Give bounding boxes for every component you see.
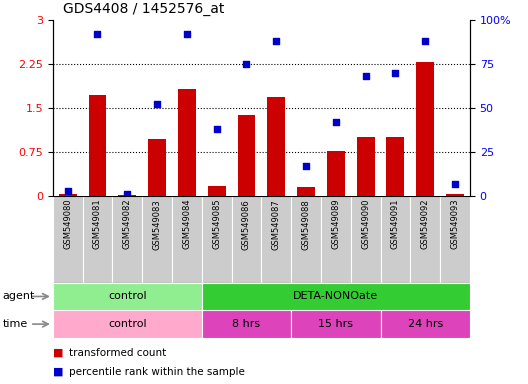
Bar — [321, 196, 351, 283]
Bar — [82, 196, 112, 283]
Bar — [351, 196, 381, 283]
Bar — [357, 137, 374, 196]
Point — [63, 188, 72, 194]
Text: 8 hrs: 8 hrs — [232, 319, 260, 329]
Text: GSM549092: GSM549092 — [421, 199, 430, 249]
Bar — [59, 194, 77, 196]
Text: control: control — [108, 291, 147, 301]
Point — [332, 119, 340, 125]
Bar — [327, 151, 345, 196]
Bar — [267, 97, 285, 196]
Bar — [386, 137, 404, 196]
Bar — [416, 62, 434, 196]
Bar — [410, 196, 440, 283]
Bar — [291, 310, 381, 338]
Bar — [142, 196, 172, 283]
Text: GDS4408 / 1452576_at: GDS4408 / 1452576_at — [63, 2, 225, 16]
Bar — [172, 196, 202, 283]
Bar — [89, 95, 107, 196]
Point — [93, 31, 102, 37]
Point — [451, 181, 459, 187]
Text: ■: ■ — [53, 348, 63, 358]
Bar — [148, 139, 166, 196]
Bar — [53, 283, 202, 310]
Text: control: control — [108, 319, 147, 329]
Bar — [381, 310, 470, 338]
Bar — [238, 115, 256, 196]
Point — [302, 163, 310, 169]
Text: GSM549093: GSM549093 — [450, 199, 459, 250]
Bar — [202, 283, 470, 310]
Bar — [53, 310, 202, 338]
Text: GSM549089: GSM549089 — [332, 199, 341, 250]
Bar — [232, 196, 261, 283]
Bar — [440, 196, 470, 283]
Text: ■: ■ — [53, 367, 63, 377]
Text: 15 hrs: 15 hrs — [318, 319, 353, 329]
Point — [391, 70, 400, 76]
Bar — [291, 196, 321, 283]
Bar — [53, 196, 82, 283]
Bar — [381, 196, 410, 283]
Point — [212, 126, 221, 132]
Point — [153, 101, 162, 108]
Bar — [208, 185, 225, 196]
Text: GSM549083: GSM549083 — [153, 199, 162, 250]
Text: GSM549087: GSM549087 — [272, 199, 281, 250]
Text: agent: agent — [3, 291, 35, 301]
Point — [242, 61, 251, 67]
Text: GSM549080: GSM549080 — [63, 199, 72, 250]
Bar — [446, 194, 464, 196]
Point — [183, 31, 191, 37]
Text: GSM549084: GSM549084 — [182, 199, 191, 250]
Text: GSM549082: GSM549082 — [123, 199, 132, 250]
Point — [123, 191, 131, 197]
Point — [272, 38, 280, 44]
Text: GSM549086: GSM549086 — [242, 199, 251, 250]
Point — [361, 73, 370, 79]
Text: 24 hrs: 24 hrs — [408, 319, 443, 329]
Bar — [261, 196, 291, 283]
Bar — [178, 89, 196, 196]
Bar — [202, 310, 291, 338]
Bar — [112, 196, 142, 283]
Text: GSM549090: GSM549090 — [361, 199, 370, 249]
Bar — [118, 195, 136, 196]
Text: GSM549085: GSM549085 — [212, 199, 221, 250]
Text: transformed count: transformed count — [69, 348, 166, 358]
Text: GSM549081: GSM549081 — [93, 199, 102, 250]
Bar — [202, 196, 232, 283]
Text: GSM549088: GSM549088 — [301, 199, 310, 250]
Text: time: time — [3, 319, 28, 329]
Text: percentile rank within the sample: percentile rank within the sample — [69, 367, 244, 377]
Point — [421, 38, 429, 44]
Text: DETA-NONOate: DETA-NONOate — [293, 291, 379, 301]
Bar — [297, 187, 315, 196]
Text: GSM549091: GSM549091 — [391, 199, 400, 249]
